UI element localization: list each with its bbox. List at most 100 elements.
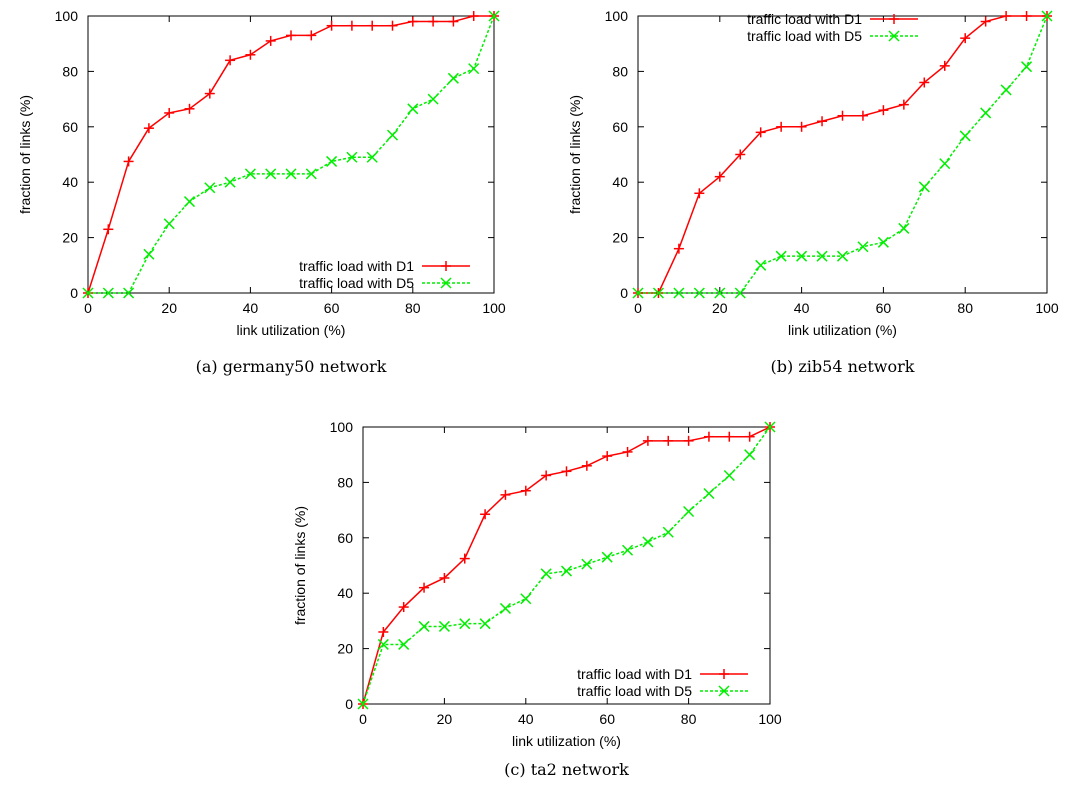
x-tick-label: 20 (437, 711, 453, 727)
cross-marker (959, 130, 971, 142)
plus-marker (960, 33, 971, 44)
marker-stroke (143, 248, 155, 260)
plus-marker (346, 20, 357, 31)
y-axis-label: fraction of links (%) (17, 95, 33, 214)
plus-marker (387, 20, 398, 31)
plus-marker (602, 451, 613, 462)
marker-stroke (734, 287, 746, 299)
plus-marker (673, 243, 684, 254)
chart-zib54: 0 20 40 60 80 100 0 20 40 60 80 100 link utilization… (567, 8, 1059, 376)
plus-marker (398, 602, 409, 613)
plus-marker (123, 156, 134, 167)
cross-marker (662, 526, 674, 538)
plus-marker (441, 261, 451, 271)
plot-frame (637, 15, 1048, 294)
marker-stroke (479, 618, 491, 630)
cross-marker (427, 93, 439, 105)
cross-marker (980, 107, 992, 119)
marker-stroke (662, 526, 674, 538)
cross-marker (683, 505, 695, 518)
x-tick-label: 100 (1035, 300, 1059, 316)
x-tick-label: 40 (518, 711, 534, 727)
cross-marker (744, 449, 756, 461)
cross-marker (755, 259, 767, 271)
cross-marker (703, 487, 715, 500)
x-tick-label: 0 (84, 300, 92, 316)
cross-marker (285, 168, 297, 180)
figure-caption: (a) germany50 network (196, 357, 387, 376)
marker-stroke (447, 72, 459, 84)
marker-stroke (183, 196, 196, 208)
plus-marker (683, 435, 694, 446)
plus-marker (164, 107, 175, 118)
marker-stroke (204, 182, 216, 194)
marker-stroke (357, 698, 369, 710)
marker-stroke (366, 151, 378, 163)
x-axis-label: link utilization (%) (237, 322, 346, 338)
cross-marker (468, 63, 480, 75)
marker-stroke (427, 93, 439, 105)
y-tick-label: 80 (62, 63, 78, 79)
plus-marker (143, 123, 154, 134)
cross-marker (204, 182, 216, 194)
y-tick-label: 0 (345, 696, 353, 712)
legend-label: traffic load with D5 (299, 275, 414, 291)
legend-label: traffic load with D5 (577, 683, 692, 699)
cross-marker (601, 551, 613, 563)
cross-marker (857, 241, 869, 253)
plus-marker (541, 470, 552, 481)
marker-stroke (102, 287, 114, 299)
marker-stroke (265, 168, 277, 180)
plus-marker (581, 460, 592, 471)
plus-marker (326, 20, 337, 31)
y-axis-label: fraction of links (%) (292, 506, 308, 625)
plus-marker (419, 582, 430, 593)
marker-stroke (857, 241, 869, 253)
plus-marker (719, 669, 729, 679)
marker-stroke (764, 421, 776, 433)
plus-marker (755, 127, 766, 138)
plus-marker (103, 224, 114, 235)
x-tick-label: 40 (794, 300, 810, 316)
chart-germany50: 0 20 40 60 80 100 0 20 40 60 80 100 link utilization… (17, 8, 506, 376)
cross-marker (877, 236, 889, 248)
marker-stroke (440, 277, 452, 289)
cross-marker (244, 168, 256, 180)
marker-stroke (796, 250, 808, 262)
marker-stroke (244, 168, 256, 180)
cross-marker (1041, 10, 1053, 22)
plus-marker (857, 110, 868, 121)
plus-marker (878, 105, 889, 116)
plus-marker (939, 60, 950, 71)
plus-marker (448, 16, 459, 27)
cross-marker (540, 568, 552, 580)
cross-marker (438, 620, 450, 632)
x-axis-label: link utilization (%) (512, 733, 621, 749)
cross-marker (520, 593, 532, 605)
y-tick-label: 0 (70, 285, 78, 301)
marker-stroke (723, 469, 735, 482)
marker-stroke (398, 638, 410, 650)
marker-stroke (560, 565, 573, 577)
cross-marker (418, 620, 430, 632)
plus-marker (796, 121, 807, 132)
marker-stroke (959, 130, 971, 142)
cross-marker (673, 287, 685, 299)
plus-marker (286, 30, 296, 41)
marker-stroke (418, 620, 430, 632)
plus-marker (184, 103, 195, 114)
series-line-d1 (638, 15, 1047, 294)
x-tick-label: 0 (359, 711, 367, 727)
y-tick-label: 40 (612, 174, 628, 190)
marker-stroke (1021, 61, 1033, 73)
marker-stroke (744, 449, 756, 461)
plus-marker (480, 509, 491, 520)
plus-marker (817, 116, 828, 127)
marker-stroke (468, 63, 480, 75)
marker-stroke (285, 168, 297, 180)
cross-marker (632, 287, 644, 299)
marker-stroke (581, 558, 593, 570)
marker-stroke (82, 287, 94, 299)
plus-marker (306, 30, 317, 41)
